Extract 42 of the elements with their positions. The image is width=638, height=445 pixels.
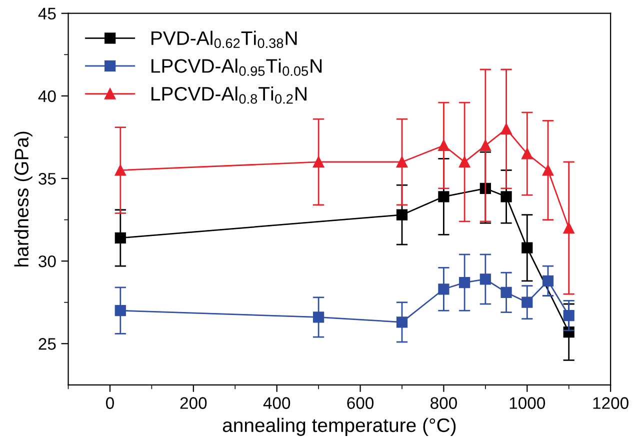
y-axis-title: hardness (GPa) bbox=[14, 132, 32, 266]
y-tick-label: 40 bbox=[38, 90, 56, 102]
x-tick-label: 600 bbox=[347, 397, 374, 409]
x-tick-label: 0 bbox=[106, 397, 114, 409]
point bbox=[500, 286, 512, 298]
point bbox=[542, 275, 554, 286]
point bbox=[438, 140, 450, 152]
point bbox=[563, 222, 574, 234]
point bbox=[114, 305, 126, 316]
point bbox=[522, 148, 533, 160]
x-axis-title: annealing temperature (°C) bbox=[222, 418, 456, 436]
point bbox=[480, 140, 491, 152]
x-tick-label: 1200 bbox=[593, 397, 628, 409]
point bbox=[542, 164, 554, 176]
point bbox=[396, 209, 408, 220]
point bbox=[500, 123, 512, 135]
x-tick-label: 400 bbox=[263, 397, 290, 409]
point bbox=[114, 164, 126, 176]
point bbox=[522, 296, 533, 308]
legend-label: LPCVD-Al$_{0.8}$Ti$_{0.2}$N bbox=[152, 86, 306, 104]
point bbox=[522, 242, 533, 254]
point bbox=[438, 191, 450, 202]
y-tick-label: 35 bbox=[38, 172, 56, 185]
legend-label: PVD-Al$_{0.62}$Ti$_{0.38}$N bbox=[152, 30, 297, 48]
point bbox=[313, 156, 324, 168]
point bbox=[459, 276, 470, 288]
point bbox=[480, 274, 491, 285]
point bbox=[459, 156, 470, 168]
y-tick-label: 45 bbox=[38, 8, 56, 20]
x-tick-label: 200 bbox=[180, 397, 207, 409]
legend-label: LPCVD-Al$_{0.95}$Ti$_{0.05}$N bbox=[152, 58, 322, 76]
y-tick-label: 30 bbox=[38, 255, 56, 268]
x-tick-label: 1000 bbox=[510, 397, 546, 409]
point bbox=[396, 316, 408, 328]
point bbox=[563, 310, 574, 322]
x-tick-label: 800 bbox=[430, 397, 457, 409]
point bbox=[500, 191, 512, 202]
point bbox=[438, 284, 450, 295]
point bbox=[396, 156, 408, 168]
point bbox=[114, 232, 126, 244]
point bbox=[313, 312, 324, 323]
y-tick-label: 25 bbox=[38, 338, 56, 350]
